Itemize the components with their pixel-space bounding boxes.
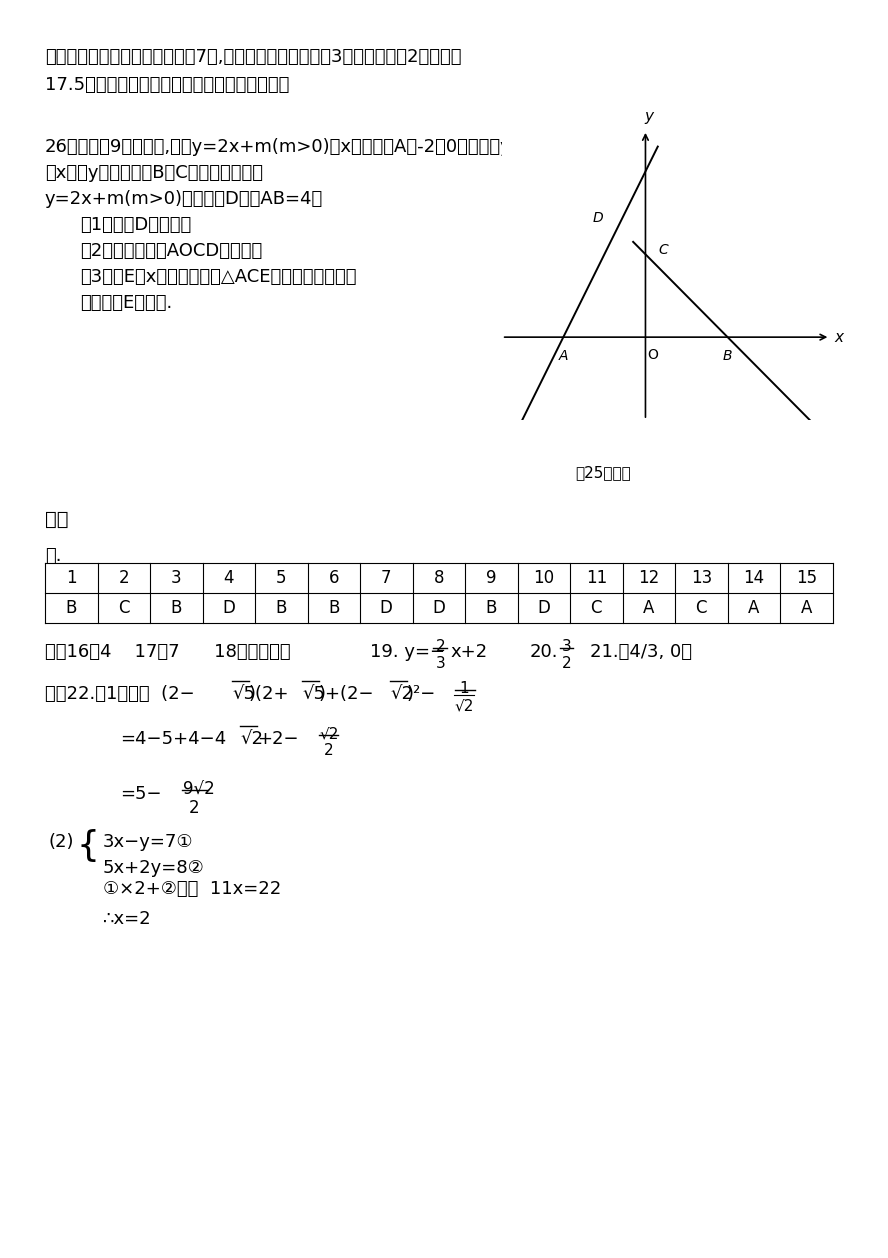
Text: C: C: [695, 599, 707, 616]
Text: 2: 2: [436, 639, 446, 654]
Text: √5: √5: [302, 686, 325, 703]
Text: 3: 3: [170, 569, 181, 587]
Text: √2: √2: [320, 726, 339, 741]
Text: 与x轴、y轴分别交于B、C两点，并与直线: 与x轴、y轴分别交于B、C两点，并与直线: [45, 164, 263, 182]
Text: 接写出点E的坐标.: 接写出点E的坐标.: [80, 294, 172, 312]
Text: 7: 7: [381, 569, 392, 587]
Text: B: B: [275, 599, 287, 616]
Text: 4: 4: [224, 569, 234, 587]
Text: B: B: [486, 599, 497, 616]
Text: =4−5+4−4: =4−5+4−4: [120, 730, 226, 749]
Text: 20.: 20.: [530, 643, 559, 660]
Text: 14: 14: [743, 569, 765, 587]
Text: 13: 13: [691, 569, 712, 587]
Text: 9: 9: [486, 569, 496, 587]
Text: 2: 2: [118, 569, 129, 587]
Text: $A$: $A$: [558, 348, 569, 362]
Text: )²−: )²−: [407, 686, 436, 703]
Text: （25题图）: （25题图）: [575, 465, 630, 481]
Text: B: B: [328, 599, 339, 616]
Text: {: {: [76, 829, 99, 863]
Text: 2: 2: [189, 799, 200, 816]
Text: （3）若E为x轴上一点，且△ACE为等腰三角形，直: （3）若E为x轴上一点，且△ACE为等腰三角形，直: [80, 268, 356, 286]
Text: C: C: [118, 599, 130, 616]
Text: $B$: $B$: [722, 348, 733, 362]
Text: $C$: $C$: [658, 243, 670, 257]
Text: +2−: +2−: [257, 730, 298, 749]
Text: B: B: [170, 599, 182, 616]
Text: √2: √2: [390, 686, 413, 703]
Text: D: D: [380, 599, 392, 616]
Text: 12: 12: [638, 569, 660, 587]
Text: y=2x+m(m>0)相交于点D，若AB=4．: y=2x+m(m>0)相交于点D，若AB=4．: [45, 190, 323, 208]
Text: 15: 15: [796, 569, 817, 587]
Text: 10: 10: [533, 569, 554, 587]
Text: A: A: [748, 599, 759, 616]
Text: 3: 3: [436, 655, 446, 671]
Text: 2: 2: [324, 743, 334, 759]
Text: =5−: =5−: [120, 785, 162, 803]
Text: D: D: [537, 599, 551, 616]
Text: $x$: $x$: [835, 330, 846, 345]
Text: 6: 6: [329, 569, 339, 587]
Text: 3: 3: [562, 639, 572, 654]
Text: 9√2: 9√2: [183, 781, 215, 799]
Text: 8: 8: [433, 569, 444, 587]
Text: 26、（本题9分）如图,直线y=2x+m(m>0)与x轴交于点A（-2，0），直线y=-x+n(n>0): 26、（本题9分）如图,直线y=2x+m(m>0)与x轴交于点A（-2，0），直…: [45, 138, 622, 156]
Text: $D$: $D$: [591, 210, 604, 225]
Text: 答案: 答案: [45, 509, 68, 530]
Text: 价前买这两种饮料各一瓶共花费7元,调价后买上述碳酸饮料3瓶和果汁饮料2瓶共花费: 价前买这两种饮料各一瓶共花费7元,调价后买上述碳酸饮料3瓶和果汁饮料2瓶共花费: [45, 48, 462, 65]
Text: B: B: [66, 599, 77, 616]
Text: A: A: [801, 599, 812, 616]
Text: 1: 1: [66, 569, 76, 587]
Text: D: D: [222, 599, 235, 616]
Text: 17.5元，问这两种饮料在调价前每瓶各多少元？: 17.5元，问这两种饮料在调价前每瓶各多少元？: [45, 75, 289, 94]
Text: 5: 5: [276, 569, 287, 587]
Text: 3x−y=7①: 3x−y=7①: [103, 833, 194, 850]
Text: （2）求出四边形AOCD的面积；: （2）求出四边形AOCD的面积；: [80, 242, 262, 260]
Text: √5: √5: [232, 686, 255, 703]
Text: 5x+2y=8②: 5x+2y=8②: [103, 859, 205, 877]
Text: 11: 11: [585, 569, 607, 587]
Text: 二．16、4    17、7      18、第四象限: 二．16、4 17、7 18、第四象限: [45, 643, 290, 660]
Text: x+2: x+2: [450, 643, 488, 660]
Text: )(2+: )(2+: [249, 686, 289, 703]
Text: √2: √2: [240, 730, 263, 749]
Text: 21.（4/3, 0）: 21.（4/3, 0）: [590, 643, 692, 660]
Text: √2: √2: [455, 698, 474, 713]
Text: 19. y=−: 19. y=−: [370, 643, 445, 660]
Text: ∴x=2: ∴x=2: [103, 910, 152, 928]
Text: ①×2+②得：  11x=22: ①×2+②得： 11x=22: [103, 881, 281, 898]
Text: D: D: [432, 599, 445, 616]
Text: O: O: [647, 347, 658, 361]
Text: )+(2−: )+(2−: [319, 686, 375, 703]
Text: $y$: $y$: [644, 109, 655, 126]
Text: 一.: 一.: [45, 547, 61, 565]
Text: A: A: [643, 599, 654, 616]
Text: （1）求点D的坐标；: （1）求点D的坐标；: [80, 216, 191, 234]
Text: 三．22.（1）计算  (2−: 三．22.（1）计算 (2−: [45, 686, 194, 703]
Text: 1: 1: [459, 681, 469, 696]
Text: (2): (2): [48, 833, 74, 850]
Text: C: C: [591, 599, 602, 616]
Text: 2: 2: [562, 655, 572, 671]
